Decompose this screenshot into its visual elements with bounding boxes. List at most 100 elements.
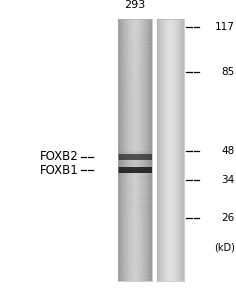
Bar — [172, 19, 173, 281]
Bar — [183, 19, 184, 281]
Bar — [118, 154, 152, 160]
Bar — [118, 49, 152, 51]
Bar — [143, 19, 144, 281]
Bar — [126, 19, 127, 281]
Bar — [118, 47, 152, 50]
Bar — [146, 19, 147, 281]
Bar — [176, 19, 177, 281]
Bar — [163, 19, 164, 281]
Bar — [173, 19, 174, 281]
Bar — [132, 19, 133, 281]
Bar — [118, 121, 152, 123]
Bar — [118, 68, 152, 70]
Bar — [118, 183, 152, 185]
Bar — [151, 19, 152, 281]
Bar — [173, 19, 174, 281]
Bar — [124, 19, 125, 281]
Bar — [127, 19, 128, 281]
Bar — [118, 190, 152, 192]
Bar — [118, 125, 152, 127]
Bar — [135, 19, 136, 281]
Bar — [132, 19, 133, 281]
Bar — [182, 19, 183, 281]
Bar — [118, 19, 152, 21]
Bar — [158, 19, 159, 281]
Bar — [118, 218, 152, 220]
Bar — [140, 19, 141, 281]
Bar — [168, 19, 169, 281]
Bar — [118, 32, 152, 34]
Bar — [124, 19, 125, 281]
Bar — [157, 19, 158, 281]
Bar — [158, 19, 159, 281]
Bar — [131, 19, 132, 281]
Bar — [123, 19, 124, 281]
Text: 48: 48 — [222, 146, 235, 156]
Bar — [146, 19, 147, 281]
Bar — [118, 209, 152, 211]
Bar — [118, 167, 152, 169]
Bar — [181, 19, 182, 281]
Bar — [163, 19, 164, 281]
Bar — [141, 19, 142, 281]
Bar — [118, 230, 152, 232]
Bar — [118, 81, 152, 83]
Bar — [133, 19, 134, 281]
Bar — [118, 154, 152, 157]
Bar — [129, 19, 130, 281]
Bar — [118, 128, 152, 130]
Bar — [118, 19, 119, 281]
Bar — [180, 19, 181, 281]
Bar — [147, 19, 148, 281]
Bar — [183, 19, 184, 281]
Bar — [118, 72, 152, 74]
Bar — [118, 204, 152, 206]
Bar — [118, 77, 152, 79]
Bar — [118, 181, 152, 183]
Bar — [118, 200, 152, 202]
Bar — [150, 19, 151, 281]
Bar — [179, 19, 180, 281]
Bar — [121, 19, 122, 281]
Bar — [118, 176, 152, 178]
Bar — [121, 19, 122, 281]
Bar — [118, 98, 152, 100]
Bar — [164, 19, 165, 281]
Bar — [118, 188, 152, 190]
Bar — [118, 249, 152, 251]
Bar — [139, 19, 140, 281]
Bar — [118, 186, 152, 188]
Bar — [119, 19, 120, 281]
Bar — [147, 19, 148, 281]
Bar — [118, 165, 152, 167]
Bar — [118, 86, 152, 88]
Bar — [172, 19, 173, 281]
Bar — [118, 172, 152, 174]
Bar — [178, 19, 179, 281]
Bar — [118, 211, 152, 213]
Bar — [181, 19, 182, 281]
Bar — [118, 177, 152, 179]
Bar — [126, 19, 127, 281]
Bar — [118, 142, 152, 144]
Bar — [165, 19, 166, 281]
Bar — [168, 19, 169, 281]
Bar — [118, 207, 152, 209]
Bar — [118, 25, 152, 27]
Bar — [134, 19, 135, 281]
Bar — [118, 82, 152, 85]
Bar — [118, 44, 152, 46]
Bar — [118, 28, 152, 30]
Bar — [118, 37, 152, 39]
Bar — [118, 102, 152, 104]
Bar — [120, 19, 121, 281]
Bar — [159, 19, 160, 281]
Bar — [118, 134, 152, 136]
Bar — [118, 135, 152, 137]
Bar — [118, 88, 152, 90]
Bar — [118, 132, 152, 134]
Bar — [118, 262, 152, 264]
Bar — [145, 19, 146, 281]
Bar — [118, 35, 152, 37]
Bar — [118, 220, 152, 222]
